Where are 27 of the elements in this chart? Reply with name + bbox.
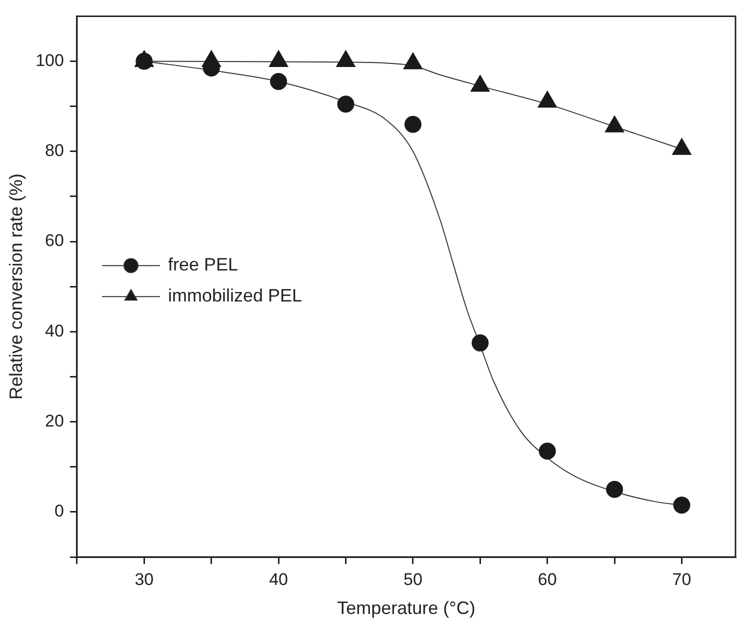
point bbox=[472, 334, 489, 352]
x-tick-label: 60 bbox=[538, 570, 557, 589]
legend-label: free PEL bbox=[168, 254, 238, 275]
x-tick-label: 70 bbox=[672, 570, 692, 589]
x-tick-label: 50 bbox=[403, 570, 422, 589]
point bbox=[202, 50, 221, 68]
y-tick-label: 40 bbox=[45, 321, 64, 340]
y-tick-label: 0 bbox=[54, 502, 64, 521]
point bbox=[336, 50, 356, 68]
point bbox=[604, 116, 624, 132]
x-tick-label: 30 bbox=[134, 570, 154, 589]
y-tick-label: 80 bbox=[45, 141, 64, 160]
y-tick-label: 60 bbox=[45, 231, 64, 250]
point bbox=[538, 442, 556, 460]
point bbox=[538, 90, 557, 108]
point bbox=[403, 52, 423, 70]
legend-label: immobilized PEL bbox=[168, 286, 302, 306]
x-axis-title: Temperature (°C) bbox=[337, 598, 476, 618]
y-axis-title: Relative conversion rate (%) bbox=[6, 174, 26, 400]
y-tick-label: 20 bbox=[45, 411, 64, 430]
point bbox=[268, 50, 288, 68]
point bbox=[672, 138, 692, 155]
point bbox=[673, 496, 690, 514]
point bbox=[606, 480, 624, 498]
y-tick-label: 100 bbox=[36, 50, 64, 70]
x-tick-label: 40 bbox=[269, 570, 288, 589]
point bbox=[470, 75, 490, 92]
